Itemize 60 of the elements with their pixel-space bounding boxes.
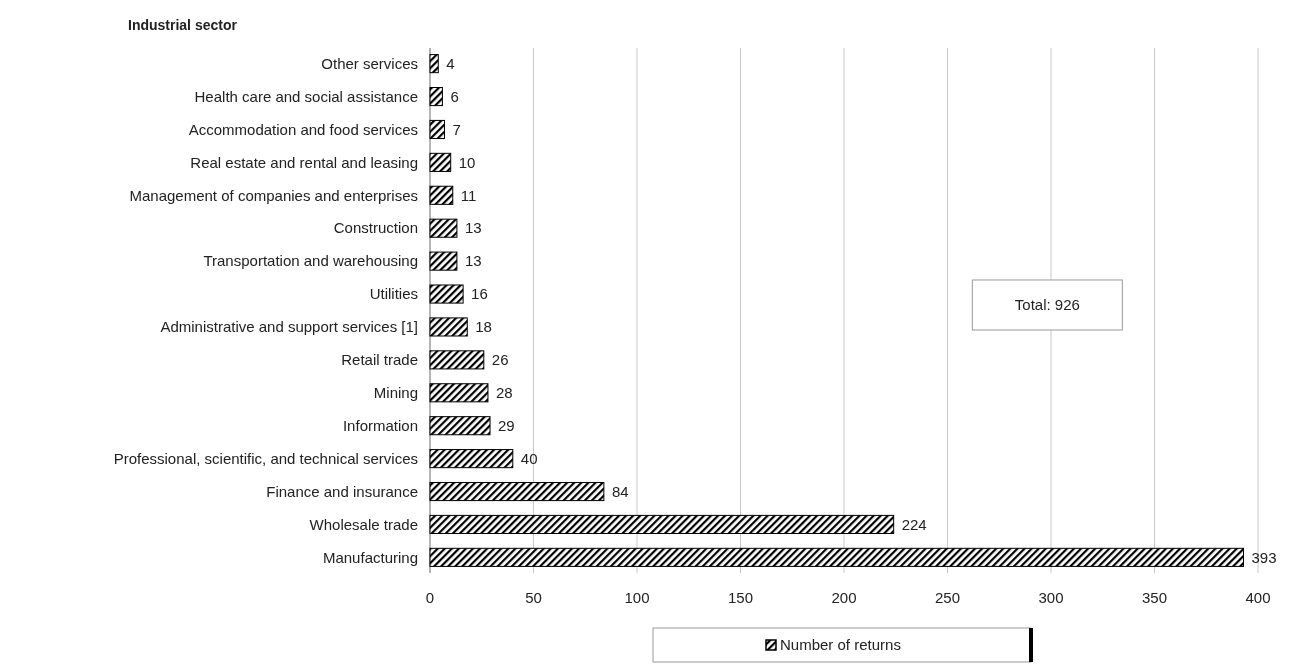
y-tick-label: Management of companies and enterprises: [129, 186, 418, 204]
data-label: 84: [611, 482, 629, 500]
y-tick-label: Accommodation and food services: [188, 120, 418, 138]
data-label: 13: [464, 252, 482, 270]
bar: [429, 284, 464, 304]
data-label: 4: [446, 54, 455, 72]
annotation: Total: 926: [1014, 296, 1080, 314]
data-label: 6: [450, 87, 459, 105]
y-tick-label: Transportation and warehousing: [203, 252, 418, 270]
y-tick-label: Wholesale trade: [309, 515, 418, 533]
bar: [429, 383, 489, 403]
data-label: 16: [471, 285, 488, 303]
y-tick-label: Manufacturing: [322, 548, 418, 566]
y-tick-label: Retail trade: [341, 351, 418, 369]
bar: [429, 416, 491, 436]
bar: [429, 317, 468, 337]
y-tick-label: Health care and social assistance: [194, 87, 418, 105]
y-tick-label: Utilities: [369, 285, 418, 303]
x-tick-label: 300: [1038, 589, 1064, 606]
data-label: 224: [901, 515, 927, 533]
x-tick-label: 400: [1245, 589, 1271, 606]
data-label: 13: [464, 219, 482, 237]
bar: [429, 350, 485, 370]
x-tick-label: 350: [1141, 589, 1168, 606]
data-label: 10: [458, 153, 476, 171]
legend-label: Number of returns: [780, 636, 901, 654]
bar: [429, 185, 454, 205]
data-label: 11: [460, 186, 477, 204]
x-tick-label: 100: [624, 589, 650, 606]
bar: [429, 449, 514, 469]
bar: [429, 547, 1245, 567]
y-tick-label: Mining: [373, 384, 418, 402]
data-label: 393: [1251, 548, 1277, 566]
y-tick-label: Real estate and rental and leasing: [190, 153, 418, 171]
bar: [429, 87, 443, 107]
data-label: 18: [475, 318, 492, 336]
y-tick-label: Information: [342, 416, 418, 434]
y-tick-label: Administrative and support services [1]: [160, 318, 418, 336]
x-tick-label: 250: [934, 589, 961, 606]
data-label: 40: [520, 449, 538, 467]
data-label: 26: [491, 351, 509, 369]
bar: [429, 119, 445, 140]
bar: [429, 514, 895, 534]
y-tick-label: Finance and insurance: [266, 482, 418, 500]
x-tick-label: 150: [727, 589, 754, 606]
data-label: 29: [498, 416, 515, 434]
y-tick-label: Construction: [333, 219, 418, 237]
bar: [429, 152, 452, 172]
bar: [429, 481, 605, 502]
x-tick-label: 0: [425, 589, 435, 606]
y-tick-label: Other services: [321, 54, 418, 72]
x-tick-label: 50: [525, 589, 542, 606]
bar: [429, 218, 458, 238]
bar: [429, 251, 458, 271]
data-label: 7: [452, 120, 461, 138]
y-axis-title: Industrial sector: [128, 17, 238, 33]
bar: [429, 54, 439, 74]
x-tick-label: 200: [831, 589, 857, 606]
y-tick-label: Professional, scientific, and technical services: [113, 449, 418, 467]
data-label: 28: [495, 384, 513, 402]
